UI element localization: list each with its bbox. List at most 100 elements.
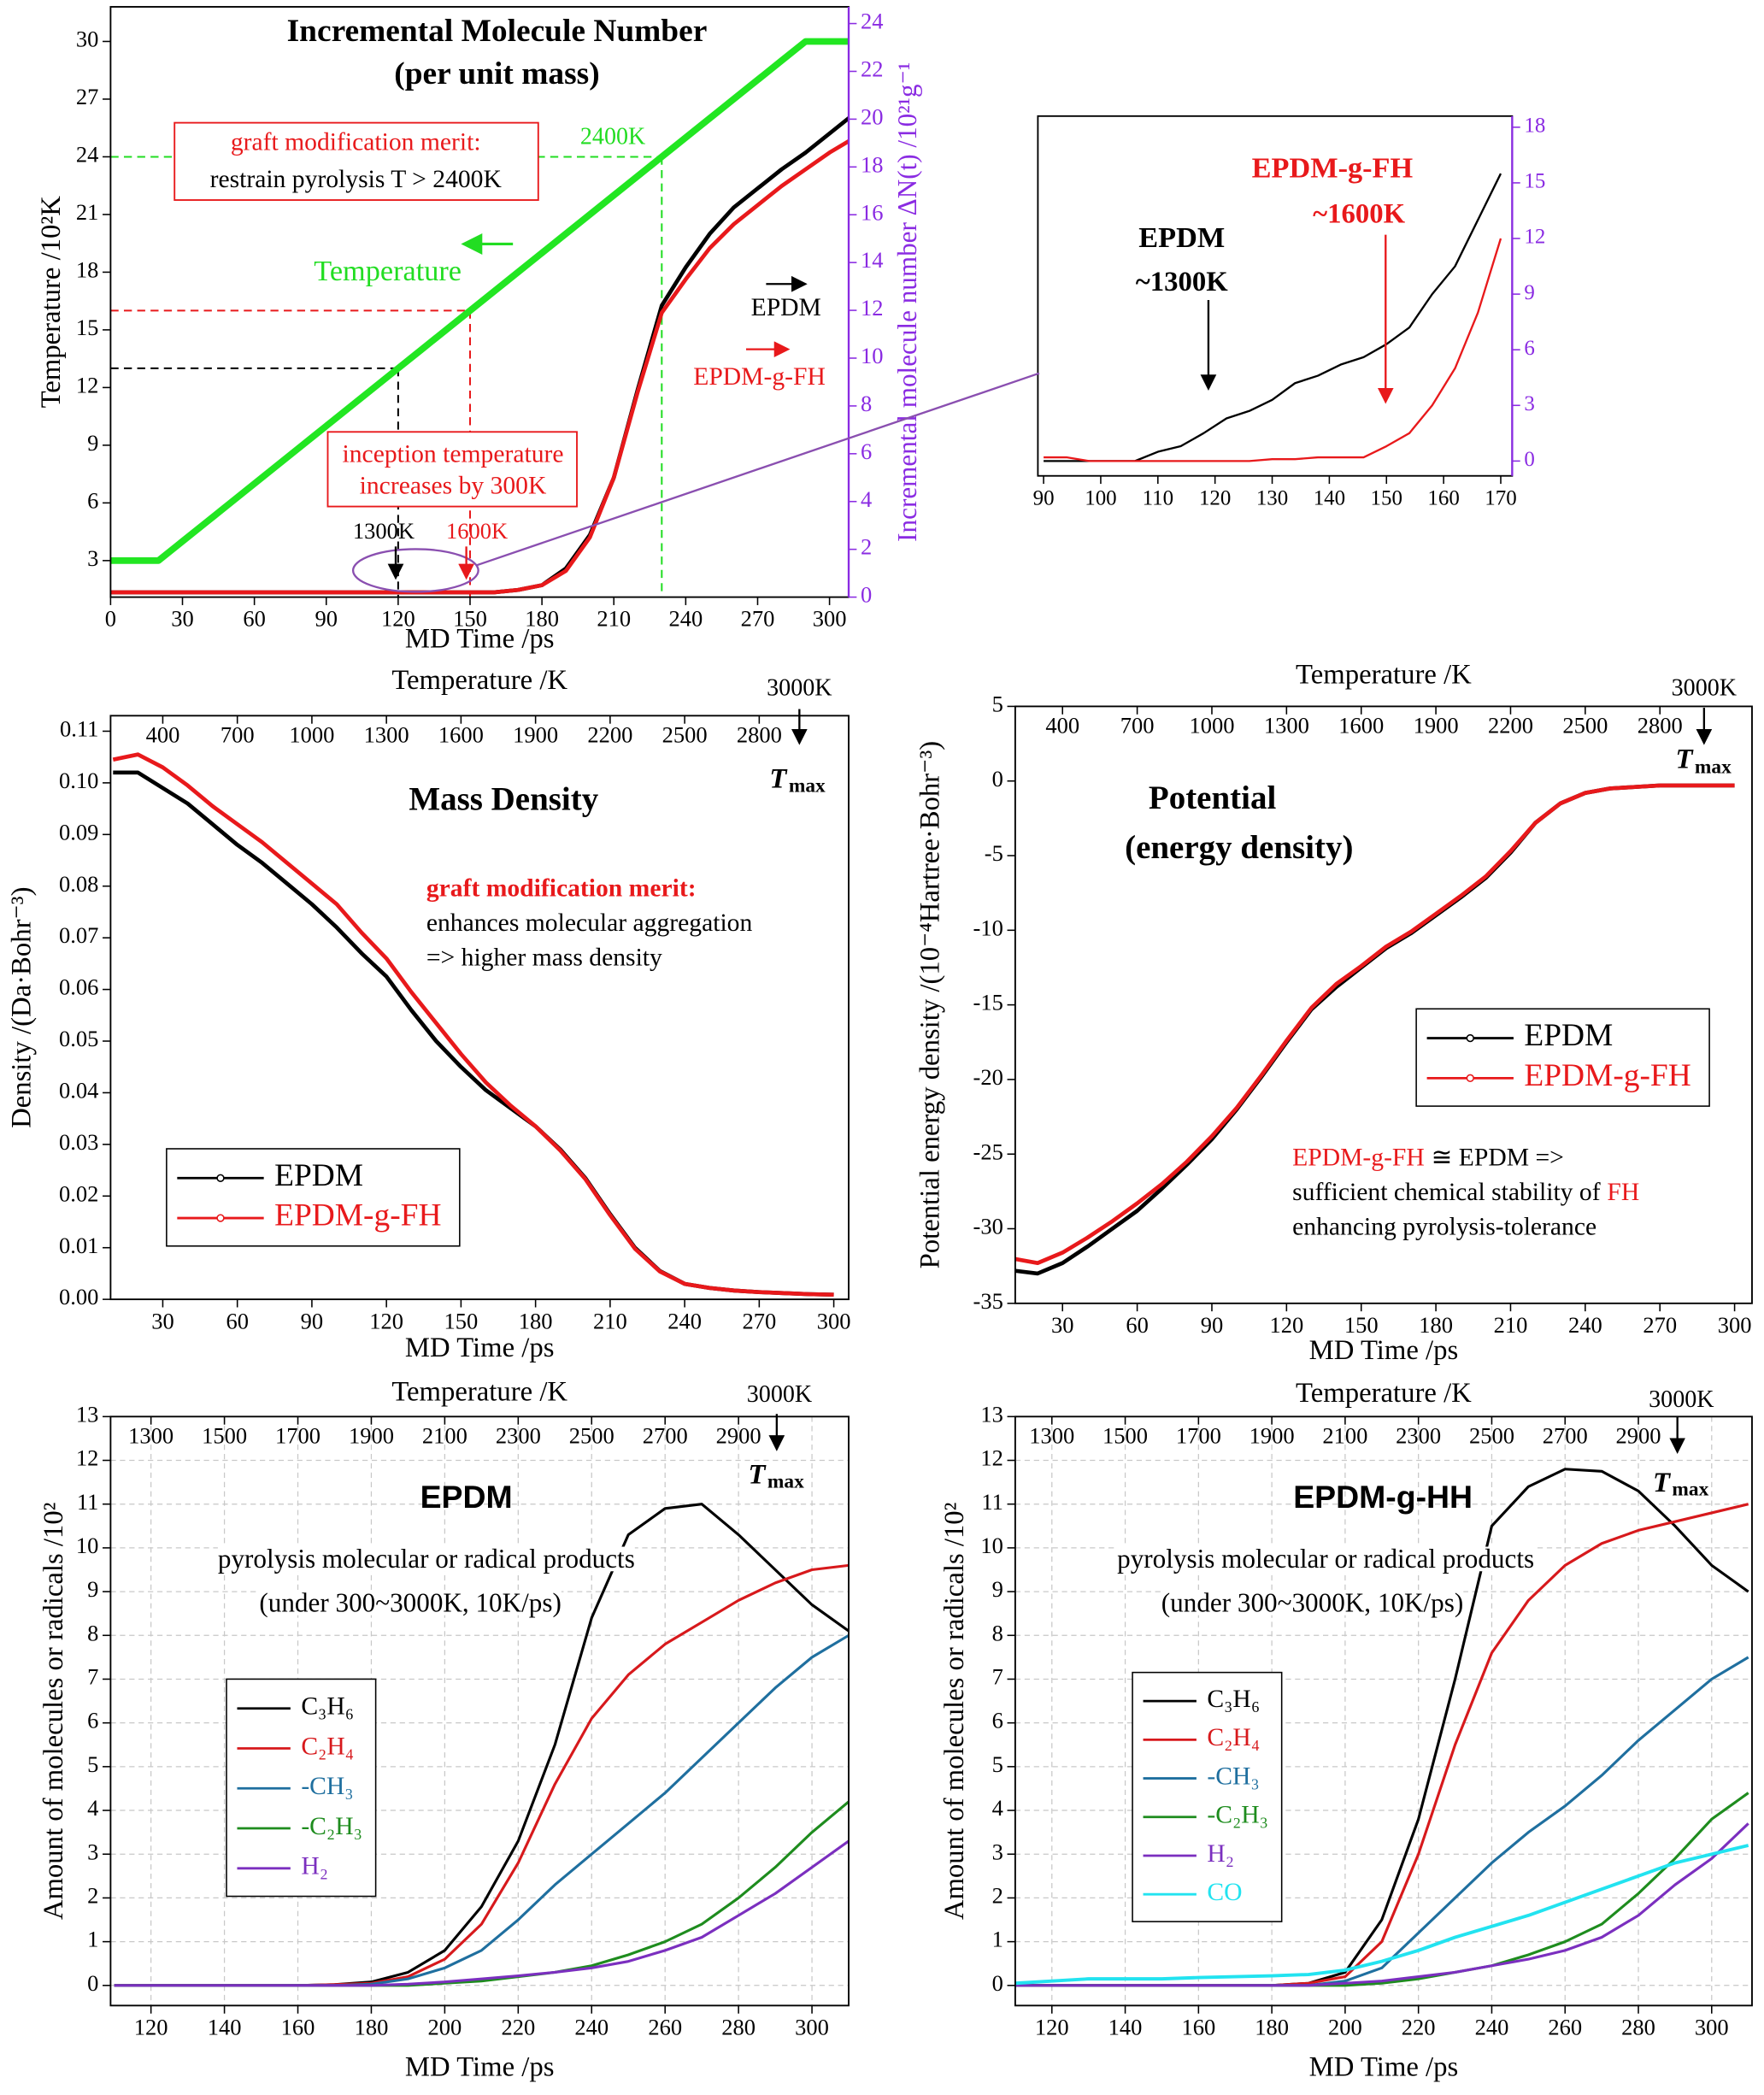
x-tick-label: 120 — [1035, 2014, 1069, 2039]
y-tick-label: 1 — [87, 1927, 98, 1952]
x-tick-label: 60 — [1126, 1312, 1149, 1338]
zoom-connector — [476, 372, 1040, 567]
y2-tick-label: 24 — [861, 9, 884, 34]
x-tick-label: 90 — [1033, 487, 1055, 510]
legend-box — [1132, 1671, 1283, 1922]
annotation: 3000K — [767, 675, 832, 702]
legend-marker — [1466, 1074, 1474, 1083]
annotation-part: enhancing pyrolysis-tolerance — [1292, 1213, 1596, 1240]
y2-tick-label: 9 — [1524, 281, 1534, 304]
y-tick-label: -35 — [973, 1288, 1003, 1314]
y-tick-label: 0.10 — [59, 768, 98, 793]
y-tick-label: 27 — [76, 84, 99, 109]
legend: EPDM EPDM-g-FH — [166, 1148, 461, 1247]
y-tick-label: 0.03 — [59, 1129, 98, 1155]
series-line — [1044, 238, 1502, 462]
x-tick-label: 240 — [1475, 2014, 1509, 2039]
annotation-part: pyrolysis molecular or radical products — [218, 1544, 635, 1574]
inception-box — [326, 431, 578, 508]
annotation-part: max — [767, 1471, 804, 1493]
x2-tick-label: 700 — [220, 721, 255, 747]
y2-tick-label: 0 — [1524, 448, 1534, 471]
x-tick-label: 150 — [453, 606, 487, 632]
y-tick-label: -30 — [973, 1214, 1003, 1239]
annotation: max — [789, 775, 826, 797]
x2-axis-label: Temperature /K — [391, 1376, 567, 1407]
x-tick-label: 210 — [593, 1308, 627, 1333]
x2-tick-label: 2300 — [1396, 1422, 1441, 1448]
annotation-background — [1117, 1546, 1535, 1572]
x-tick-label: 120 — [369, 1308, 403, 1333]
y-axis-label: Temperature /10²K — [36, 196, 67, 409]
x2-tick-label: 1300 — [364, 721, 409, 747]
x2-tick-label: 400 — [146, 721, 180, 747]
y-tick-label: 11 — [981, 1489, 1003, 1515]
x-tick-label: 160 — [1427, 487, 1459, 510]
x2-tick-label: 2100 — [422, 1422, 467, 1448]
x-tick-label: 180 — [355, 2014, 389, 2039]
x2-tick-label: 2500 — [569, 1422, 614, 1448]
annotation-part: 3000K — [1649, 1387, 1714, 1414]
y-tick-label: -5 — [985, 840, 1003, 866]
annotation: EPDM-g-FH ≅ EPDM => — [1292, 1144, 1564, 1171]
annotation: EPDM — [420, 1479, 513, 1515]
series-line — [1014, 1844, 1749, 1986]
annotation-part: graft modification merit: — [426, 874, 697, 902]
x-tick-label: 270 — [741, 606, 775, 632]
legend-label: -CH₃ — [1207, 1763, 1259, 1790]
x-tick-label: 180 — [519, 1308, 553, 1333]
annotation-part: EPDM — [420, 1479, 513, 1515]
plot-area — [1014, 783, 1735, 1276]
series-line — [1014, 1822, 1749, 1987]
plot-area — [110, 38, 850, 595]
annotation-part: ≅ EPDM => — [1432, 1144, 1564, 1171]
y-tick-label: 0.08 — [59, 871, 98, 897]
annotation: enhances molecular aggregation — [426, 909, 753, 937]
y2-tick-label: 8 — [861, 391, 872, 416]
annotation-part: T — [1653, 1467, 1672, 1498]
annotation: 1300K — [353, 518, 415, 544]
annotation: T — [1653, 1467, 1672, 1498]
y2-tick-label: 6 — [861, 438, 872, 464]
annotation-part: pyrolysis molecular or radical products — [1117, 1544, 1534, 1574]
x2-tick-label: 1300 — [128, 1422, 173, 1448]
annotation: pyrolysis molecular or radical products — [1117, 1544, 1534, 1574]
y-tick-label: 18 — [76, 256, 99, 282]
x2-tick-label: 1700 — [1176, 1422, 1221, 1448]
plot-area — [1044, 173, 1502, 462]
x-tick-label: 180 — [1255, 2014, 1289, 2039]
y-axis-label: Potential energy density /(10⁻⁴Hartree·B… — [915, 741, 946, 1269]
annotation-part: EPDM-g-HH — [1293, 1479, 1473, 1515]
annotation-part: 3000K — [747, 1381, 812, 1408]
x2-tick-label: 400 — [1045, 712, 1079, 738]
y-tick-label: 2 — [992, 1883, 1003, 1909]
y-tick-label: 12 — [76, 1445, 99, 1471]
x2-tick-label: 1600 — [1338, 712, 1384, 738]
annotation: increases by 300K — [360, 473, 547, 500]
y2-axis-label: Incremental molecule number ΔN(t) /10²¹g… — [892, 62, 922, 542]
y2-tick-label: 20 — [861, 103, 884, 129]
legend-marker — [216, 1214, 225, 1222]
x2-tick-label: 1900 — [513, 721, 558, 747]
annotation-part: EPDM-g-FH — [1252, 152, 1414, 185]
legend: EPDM EPDM-g-FH — [1415, 1008, 1710, 1107]
series-line — [112, 752, 834, 1298]
annotation: EPDM-g-FH — [1252, 152, 1414, 185]
x-tick-label: 60 — [243, 606, 266, 632]
x2-tick-label: 2700 — [643, 1422, 688, 1448]
y-tick-label: 0.06 — [59, 974, 98, 1000]
x-tick-label: 240 — [668, 606, 703, 632]
x-tick-label: 170 — [1485, 487, 1516, 510]
y-tick-label: 7 — [992, 1664, 1003, 1690]
x-tick-label: 90 — [1201, 1312, 1224, 1338]
legend-label: C₃H₆ — [301, 1693, 354, 1721]
x-tick-label: 300 — [813, 606, 847, 632]
y2-tick-label: 12 — [861, 295, 884, 321]
x-tick-label: 150 — [1371, 487, 1402, 510]
y-tick-label: 13 — [76, 1401, 99, 1427]
y-tick-label: -10 — [973, 915, 1003, 940]
legend-label: C₃H₆ — [1207, 1686, 1260, 1713]
y-tick-label: 9 — [87, 430, 98, 456]
annotation: 3000K — [1649, 1387, 1714, 1414]
